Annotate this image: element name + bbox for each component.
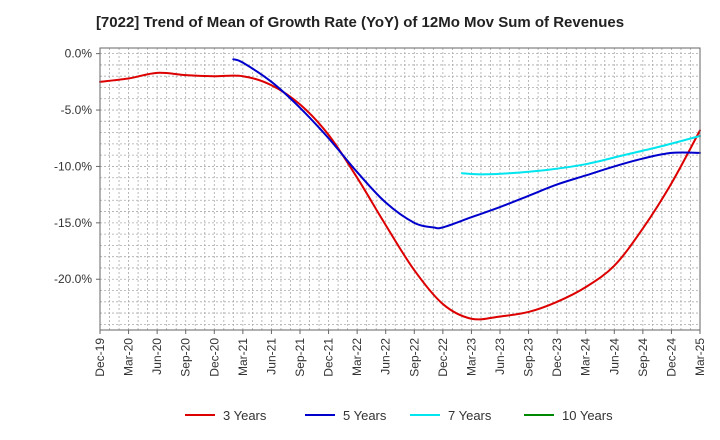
x-tick-label: Dec-22 <box>436 338 450 377</box>
x-tick-label: Sep-24 <box>636 338 650 377</box>
x-tick-label: Jun-20 <box>150 338 164 375</box>
y-tick-label: -15.0% <box>54 216 92 230</box>
legend-label-10-years: 10 Years <box>562 408 613 423</box>
x-tick-label: Sep-23 <box>522 338 536 377</box>
x-tick-label: Mar-21 <box>236 338 250 376</box>
y-tick-label: -5.0% <box>61 103 93 117</box>
x-tick-label: Jun-22 <box>379 338 393 375</box>
plot-border <box>99 47 701 331</box>
axis-layer: 0.0% -5.0% -10.0% -15.0% -20.0% Dec-19 Mar-20 J… <box>54 47 707 377</box>
x-tick-label: Dec-23 <box>550 338 564 377</box>
x-tick-label: Mar-23 <box>464 338 478 376</box>
series-line-7-years <box>460 134 701 176</box>
legend-label-5-years: 5 Years <box>343 408 387 423</box>
series-line-3-years <box>99 71 701 321</box>
x-tick-label: Jun-21 <box>264 338 278 375</box>
x-tick-label: Mar-22 <box>350 338 364 376</box>
legend-label-7-years: 7 Years <box>448 408 492 423</box>
legend-label-3-years: 3 Years <box>223 408 267 423</box>
x-tick-label: Jun-24 <box>607 338 621 375</box>
y-tick-label: -20.0% <box>54 272 92 286</box>
x-tick-label: Dec-19 <box>93 338 107 377</box>
x-tick-label: Dec-24 <box>664 338 678 377</box>
y-tick-label: -10.0% <box>54 159 92 173</box>
x-tick-label: Mar-24 <box>579 338 593 376</box>
x-tick-label: Dec-21 <box>322 338 336 377</box>
x-tick-label: Sep-20 <box>179 338 193 377</box>
x-tick-label: Mar-25 <box>693 338 707 376</box>
x-tick-label: Mar-20 <box>122 338 136 376</box>
x-tick-label: Dec-20 <box>207 338 221 377</box>
x-tick-label: Jun-23 <box>493 338 507 375</box>
chart-title: [7022] Trend of Mean of Growth Rate (YoY… <box>95 14 625 31</box>
legend-layer: 3 Years 5 Years 7 Years 10 Years <box>185 408 613 423</box>
series-layer <box>99 58 701 321</box>
x-tick-label: Sep-22 <box>407 338 421 377</box>
x-tick-label: Sep-21 <box>293 338 307 377</box>
grid-layer <box>100 48 700 330</box>
series-line-5-years <box>232 58 701 230</box>
y-tick-label: 0.0% <box>65 47 93 61</box>
